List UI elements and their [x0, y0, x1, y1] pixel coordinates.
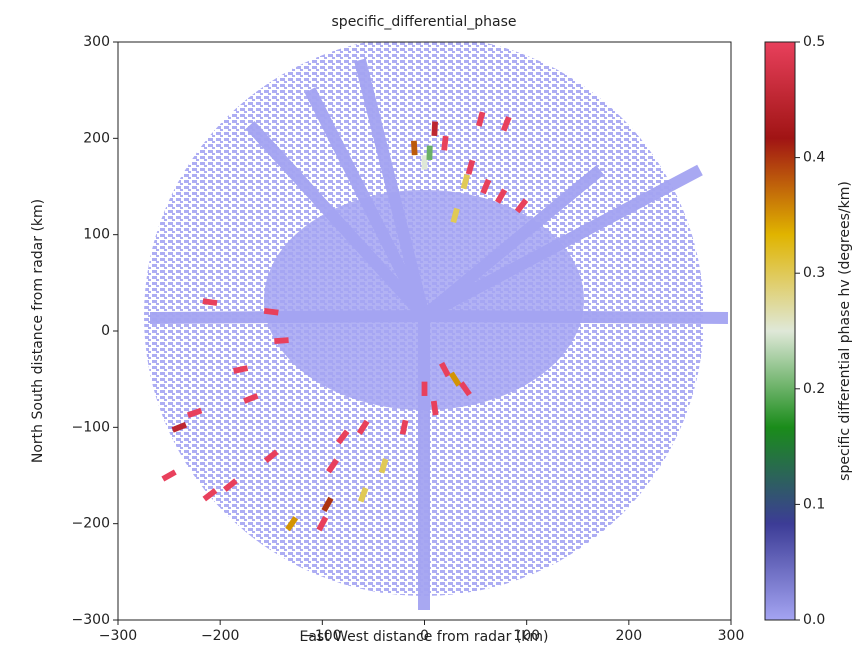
echo-cell	[410, 140, 418, 156]
echo-cell	[431, 121, 438, 136]
echo-cell	[480, 178, 492, 195]
echo-cell	[263, 449, 279, 463]
colorbar-label: specific differential phase hv (degrees/…	[837, 181, 853, 481]
radar-coverage	[144, 42, 729, 610]
y-tick-label: −200	[72, 516, 110, 532]
echo-cell	[263, 307, 279, 316]
colorbar	[764, 41, 796, 621]
echo-cell	[421, 381, 428, 396]
echo-cell	[222, 478, 238, 492]
echo-cell	[458, 381, 472, 397]
echo-cell	[439, 361, 451, 378]
colorbar-tick-label: 0.5	[803, 34, 825, 50]
x-axis-label: East West distance from radar (km)	[299, 629, 548, 645]
echo-cell	[321, 496, 334, 513]
x-tick-label: 200	[615, 628, 642, 644]
echo-cell	[430, 400, 439, 416]
echo-cell	[448, 371, 462, 387]
y-axis-label: North South distance from radar (km)	[30, 199, 46, 463]
echo-cell	[161, 469, 177, 482]
echo-cell	[316, 515, 329, 532]
echo-cell	[426, 145, 433, 161]
echo-cell	[202, 298, 218, 306]
echo-cell	[514, 198, 529, 214]
echo-cell	[243, 393, 259, 404]
x-tick-label: −200	[201, 628, 239, 644]
x-tick-label: 300	[718, 628, 745, 644]
echo-cell	[441, 135, 449, 151]
y-tick-label: 0	[101, 323, 110, 339]
echo-cell	[285, 516, 299, 532]
echo-cell	[202, 488, 218, 502]
y-tick-label: −300	[72, 612, 110, 628]
echo-cell	[465, 159, 476, 175]
echo-cell	[399, 419, 409, 435]
echo-cell	[186, 407, 203, 419]
y-tick-label: −100	[72, 419, 110, 435]
x-tick-label: 0	[420, 628, 429, 644]
chart-title: specific_differential_phase	[332, 14, 517, 30]
y-tick-label: 200	[83, 130, 110, 146]
colorbar-tick-label: 0.1	[803, 496, 825, 512]
echo-cell	[500, 116, 512, 132]
echo-cell	[378, 458, 389, 474]
echo-cell	[421, 155, 428, 170]
echo-cell	[233, 365, 249, 374]
echo-cell	[336, 429, 350, 445]
echo-cell	[357, 487, 369, 503]
colorbar-tick-label: 0.3	[803, 265, 825, 281]
echo-cell	[171, 422, 188, 433]
echo-cell	[450, 207, 460, 224]
echo-cell	[460, 174, 471, 190]
colorbar-tick-label: 0.2	[803, 381, 825, 397]
echo-cell	[326, 458, 339, 474]
y-tick-label: 100	[83, 227, 110, 243]
x-tick-label: 100	[513, 628, 540, 644]
echo-cell	[495, 188, 508, 204]
echo-cell	[476, 111, 486, 127]
x-tick-label: −100	[303, 628, 341, 644]
y-tick-label: 300	[83, 34, 110, 50]
colorbar-tick-label: 0.0	[803, 612, 825, 628]
x-tick-label: −300	[99, 628, 137, 644]
echo-cell	[356, 419, 370, 435]
colorbar-tick-label: 0.4	[803, 150, 825, 166]
echo-cell	[274, 337, 289, 344]
